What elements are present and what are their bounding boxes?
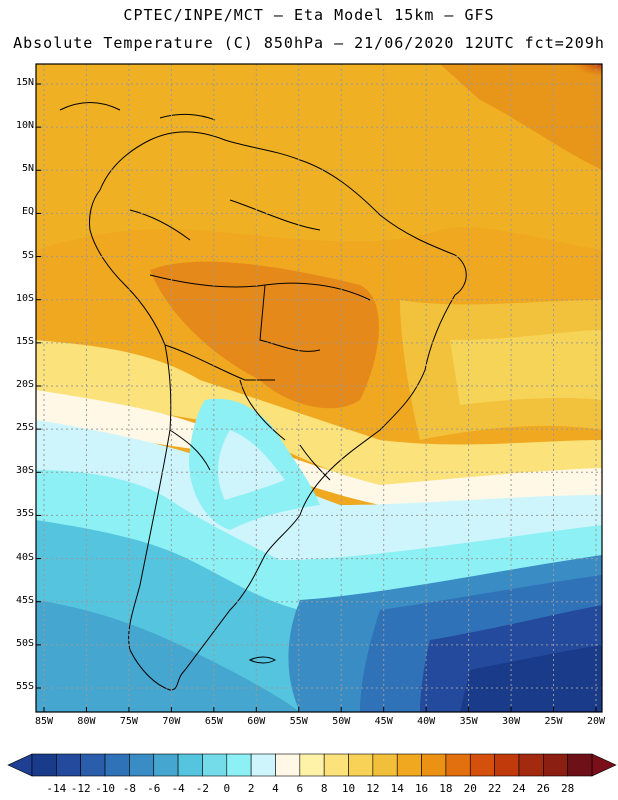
colorbar-label: 22: [487, 782, 502, 795]
colorbar-segment: [469, 753, 495, 777]
lon-label: 45W: [374, 716, 393, 727]
lat-label: 15S: [15, 335, 34, 347]
colorbar-label: -12: [70, 782, 91, 795]
lon-label: 50W: [332, 716, 351, 727]
lat-label: EQ: [21, 206, 34, 218]
colorbar-label: 26: [536, 782, 550, 795]
colorbar-segment: [202, 753, 228, 777]
lat-label: 20S: [15, 379, 34, 390]
colorbar-segment: [518, 753, 544, 777]
colorbar-segment: [250, 753, 276, 777]
lon-label: 35W: [459, 716, 478, 727]
lat-label: 25S: [15, 422, 34, 434]
colorbar-segment: [372, 753, 398, 777]
lat-label: 15N: [15, 77, 34, 88]
colorbar-label: 14: [390, 782, 404, 795]
lon-label: 30W: [502, 716, 521, 727]
lat-label: 5N: [21, 163, 34, 175]
colorbar-label: -14: [46, 782, 67, 795]
lon-label: 40W: [417, 716, 436, 727]
colorbar-label: -10: [95, 782, 115, 795]
lon-label: 75W: [119, 716, 138, 727]
colorbar-segment: [543, 753, 568, 777]
colorbar-segment: [445, 753, 471, 777]
colorbar-segment: [226, 753, 252, 777]
colorbar-label: 2: [247, 782, 255, 795]
map-title-line1: CPTEC/INPE/MCT – Eta Model 15km – GFS: [123, 6, 495, 24]
lat-label: 5S: [21, 249, 34, 261]
lat-label: 30S: [15, 465, 34, 477]
colorbar-label: 18: [439, 782, 453, 795]
colorbar-segment: [177, 753, 203, 777]
lon-label: 80W: [77, 716, 96, 727]
colorbar-label: 12: [366, 782, 380, 795]
colorbar-segment: [348, 753, 374, 777]
colorbar-label: 10: [341, 782, 356, 795]
colorbar-segment: [494, 753, 520, 777]
colorbar-label: -2: [195, 782, 210, 795]
colorbar-segment: [129, 753, 155, 777]
colorbar-label: 16: [414, 782, 429, 795]
lat-label: 45S: [15, 594, 34, 606]
lon-label: 85W: [34, 716, 54, 727]
colorbar-segment: [421, 753, 447, 777]
lon-label: 70W: [162, 716, 181, 727]
lat-label: 10N: [15, 120, 34, 132]
colorbar-label: -6: [147, 782, 161, 795]
lat-label: 40S: [15, 551, 34, 563]
colorbar-label: 20: [463, 782, 477, 795]
colorbar-label: 4: [272, 782, 279, 795]
map-frame: [35, 63, 603, 713]
map-title-line2: Absolute Temperature (C) 850hPa – 21/06/…: [13, 34, 605, 52]
colorbar-segment: [80, 753, 106, 777]
colorbar-label: -4: [171, 782, 185, 795]
colorbar: [7, 753, 617, 777]
colorbar-segment: [56, 753, 81, 777]
colorbar-segment: [275, 753, 301, 777]
colorbar-label: 0: [223, 782, 231, 795]
lon-label: 55W: [289, 716, 308, 727]
colorbar-under-triangle: [7, 753, 33, 777]
colorbar-segment: [567, 753, 593, 777]
temperature-field: [36, 64, 602, 712]
colorbar-segment: [31, 753, 57, 777]
lon-label: 60W: [247, 716, 266, 727]
colorbar-segment: [299, 753, 325, 777]
colorbar-label: 6: [296, 782, 304, 795]
lat-label: 35S: [15, 508, 34, 520]
continent-outline: [59, 102, 467, 691]
colorbar-label: -8: [122, 782, 137, 795]
colorbar-segment: [153, 753, 179, 777]
colorbar-label: 28: [561, 782, 575, 795]
colorbar-over-triangle: [591, 753, 617, 777]
lat-label: 10S: [15, 292, 34, 304]
lon-label: 20W: [586, 716, 606, 727]
colorbar-label: 8: [320, 782, 328, 795]
lat-label: 55S: [15, 681, 34, 692]
lon-label: 65W: [204, 716, 223, 727]
colorbar-segment: [104, 753, 130, 777]
colorbar-segment: [396, 753, 422, 777]
dotted-grid: [36, 64, 602, 712]
colorbar-segment: [323, 753, 349, 777]
colorbar-label: 24: [512, 782, 526, 795]
lat-label: 50S: [15, 637, 34, 649]
lon-label: 25W: [544, 716, 563, 727]
